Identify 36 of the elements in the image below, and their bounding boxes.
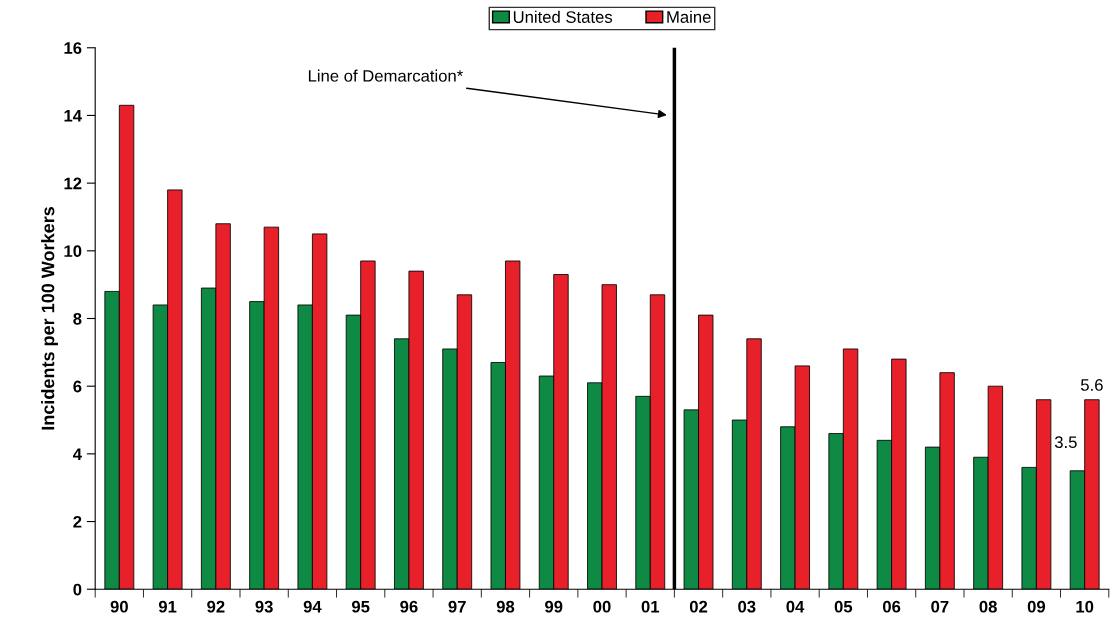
x-tick-label: 98 — [496, 600, 515, 613]
x-tick-label: 01 — [641, 600, 660, 613]
annotation: Line of Demarcation* — [308, 69, 463, 82]
x-tick-label: 02 — [689, 600, 708, 613]
y-tick-label: 0 — [73, 583, 82, 596]
x-tick-label: 06 — [882, 600, 901, 613]
x-tick-label: 96 — [400, 600, 418, 613]
y-tick-label: 8 — [73, 312, 82, 325]
y-tick-label: 4 — [72, 448, 82, 460]
y-tick-label: 16 — [64, 42, 82, 54]
legend-label: Maine — [667, 10, 711, 23]
x-tick-label: 97 — [448, 600, 466, 613]
data-label: 5.6 — [1080, 379, 1103, 391]
x-tick-label: 92 — [207, 600, 225, 613]
x-tick-label: 95 — [351, 600, 370, 613]
x-tick-label: 94 — [303, 600, 322, 613]
x-tick-label: 05 — [834, 600, 853, 613]
y-tick-label: 12 — [64, 177, 82, 190]
y-tick-label: 6 — [73, 380, 82, 393]
x-tick-label: 04 — [786, 600, 805, 613]
x-tick-label: 00 — [593, 600, 611, 613]
x-tick-label: 10 — [1076, 600, 1094, 613]
y-tick-label: 14 — [64, 110, 82, 122]
x-tick-label: 07 — [931, 600, 949, 613]
x-tick-label: 08 — [979, 600, 997, 613]
x-tick-label: 09 — [1027, 600, 1046, 613]
data-label: 3.5 — [1054, 436, 1077, 449]
x-tick-label: 93 — [255, 600, 273, 613]
x-tick-label: 90 — [110, 600, 128, 613]
y-tick-label: 10 — [64, 245, 82, 258]
x-tick-label: 99 — [545, 600, 563, 613]
y-tick-label: 2 — [73, 515, 82, 528]
legend-label: United States — [513, 10, 613, 23]
x-tick-label: 03 — [738, 600, 756, 613]
y-axis-title: Incidents per 100 Workers — [41, 207, 58, 430]
x-tick-label: 91 — [158, 600, 177, 613]
